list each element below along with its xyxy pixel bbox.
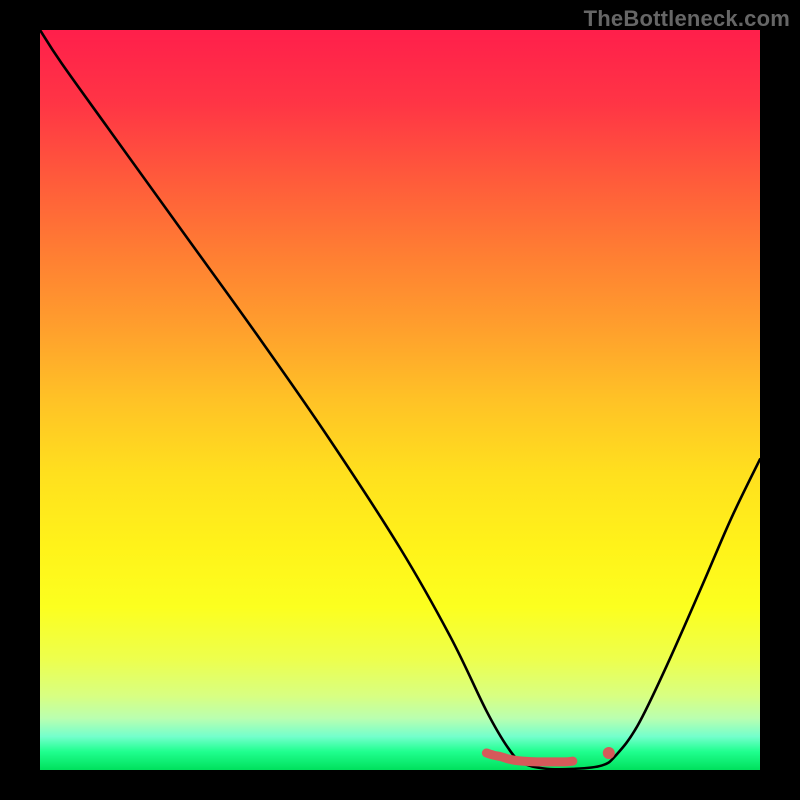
chart-frame: TheBottleneck.com — [0, 0, 800, 800]
plot-area — [40, 30, 760, 770]
marker-dot — [603, 747, 615, 759]
watermark-label: TheBottleneck.com — [584, 6, 790, 32]
bottleneck-chart — [0, 0, 800, 800]
